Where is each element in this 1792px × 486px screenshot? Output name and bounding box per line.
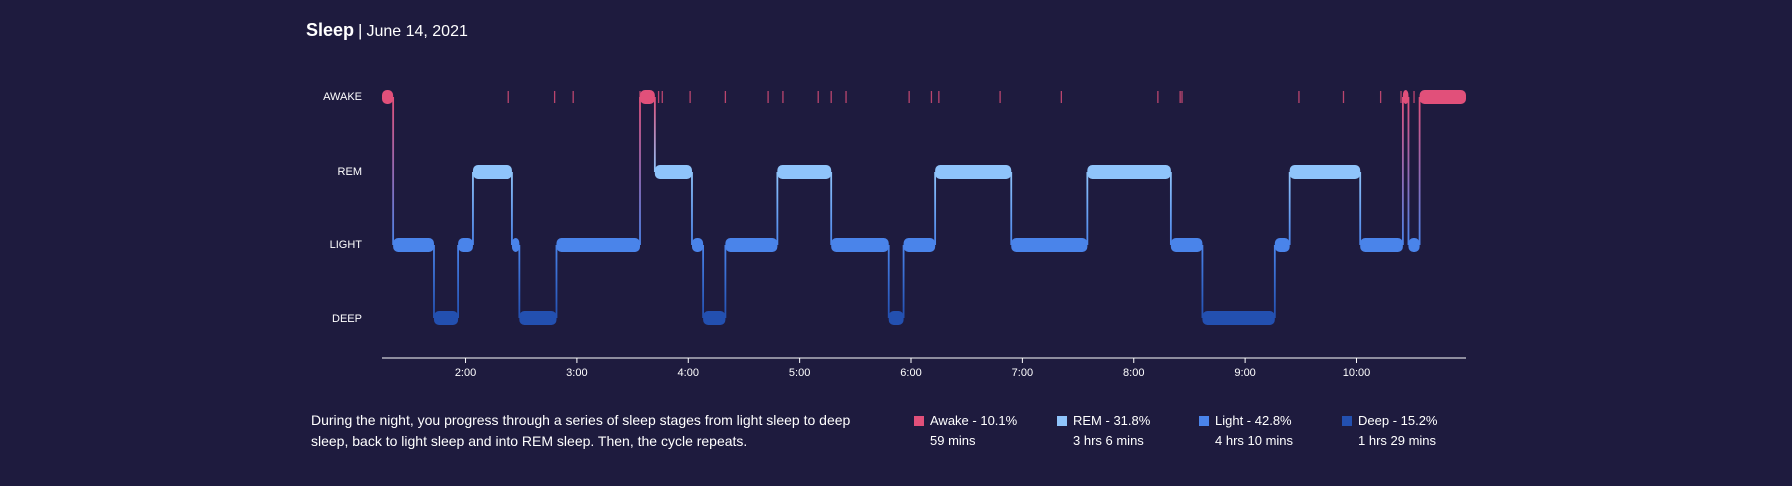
x-tick-label: 10:00 bbox=[1343, 367, 1371, 379]
chart-header: Sleep | June 14, 2021 bbox=[306, 19, 468, 43]
legend-label: Deep - 15.2% bbox=[1358, 413, 1438, 428]
stage-bar-light bbox=[831, 238, 889, 252]
brief-awakenings bbox=[507, 91, 1415, 103]
stage-transition bbox=[392, 97, 395, 245]
stage-transition bbox=[1169, 172, 1172, 245]
stage-bar-awake bbox=[1419, 90, 1466, 104]
stage-segments bbox=[382, 90, 1466, 325]
stage-bar-light bbox=[1408, 238, 1420, 252]
stage-bar-rem bbox=[472, 165, 512, 179]
stage-transition bbox=[433, 245, 435, 318]
stage-transition bbox=[724, 245, 727, 318]
stage-transition bbox=[1010, 172, 1013, 245]
sleep-date: June 14, 2021 bbox=[366, 23, 468, 40]
stage-bar-deep bbox=[433, 311, 459, 325]
legend-row: REM - 31.8% bbox=[1057, 411, 1207, 431]
stage-bar-light bbox=[691, 238, 704, 252]
stage-bar-light bbox=[393, 238, 434, 252]
legend-duration: 3 hrs 6 mins bbox=[1073, 433, 1144, 448]
stage-transition bbox=[457, 245, 460, 318]
legend-row: Deep - 15.2% bbox=[1342, 411, 1492, 431]
stage-transition bbox=[1288, 172, 1291, 245]
stage-transition bbox=[1086, 172, 1089, 245]
stage-label-awake: AWAKE bbox=[323, 91, 362, 103]
stage-transition bbox=[691, 172, 693, 245]
stage-transition bbox=[702, 245, 705, 318]
x-tick-label: 9:00 bbox=[1234, 367, 1255, 379]
stage-bar-light bbox=[458, 238, 473, 252]
legend-item: Deep - 15.2% 1 hrs 29 mins bbox=[1342, 411, 1492, 451]
stage-transition bbox=[511, 172, 513, 245]
stage-bar-rem bbox=[654, 165, 692, 179]
x-tick-label: 7:00 bbox=[1012, 367, 1033, 379]
stage-transition bbox=[1273, 245, 1276, 318]
stage-transition bbox=[555, 245, 558, 318]
legend-swatch bbox=[1199, 416, 1209, 426]
x-tick-label: 6:00 bbox=[900, 367, 921, 379]
stage-transition bbox=[472, 172, 474, 245]
stage-bar-light bbox=[1011, 238, 1088, 252]
stage-transition bbox=[1359, 172, 1362, 245]
stage-bar-deep bbox=[1202, 311, 1275, 325]
stage-bar-light bbox=[1360, 238, 1403, 252]
stage-bar-rem bbox=[1289, 165, 1361, 179]
legend-duration: 59 mins bbox=[930, 433, 976, 448]
title-separator: | bbox=[358, 21, 363, 40]
x-tick-label: 2:00 bbox=[455, 367, 476, 379]
stage-transition bbox=[902, 245, 905, 318]
stage-label-light: LIGHT bbox=[330, 239, 363, 251]
stage-bar-awake bbox=[640, 90, 655, 104]
stage-transition bbox=[934, 172, 937, 245]
legend-item: Light - 42.8% 4 hrs 10 mins bbox=[1199, 411, 1349, 451]
stage-transition bbox=[776, 172, 779, 245]
chart-description: During the night, you progress through a… bbox=[311, 412, 851, 449]
stage-transition bbox=[653, 97, 656, 172]
legend-row: Light - 42.8% bbox=[1199, 411, 1349, 431]
stage-transition bbox=[887, 245, 890, 318]
stage-axis: AWAKE REM LIGHT DEEP bbox=[323, 91, 362, 325]
stage-transition bbox=[1418, 97, 1421, 245]
legend-swatch bbox=[1342, 416, 1352, 426]
legend-duration: 1 hrs 29 mins bbox=[1358, 433, 1437, 448]
x-tick-label: 5:00 bbox=[789, 367, 810, 379]
stage-bar-rem bbox=[935, 165, 1012, 179]
stage-bar-light bbox=[556, 238, 641, 252]
stage-transition bbox=[1201, 245, 1204, 318]
x-axis-ticks: 2:00 3:00 4:00 5:00 6:00 7:00 8:00 9:00 10:00 bbox=[455, 358, 1370, 379]
stage-bar-rem bbox=[777, 165, 832, 179]
legend-label: Awake - 10.1% bbox=[930, 413, 1018, 428]
legend-duration: 4 hrs 10 mins bbox=[1215, 433, 1294, 448]
stage-bar-light bbox=[1274, 238, 1290, 252]
legend-label: Light - 42.8% bbox=[1215, 413, 1292, 428]
stage-transition bbox=[1407, 97, 1410, 245]
stage-transition bbox=[639, 97, 641, 245]
stage-transition bbox=[518, 245, 521, 318]
stage-bar-rem bbox=[1087, 165, 1171, 179]
stage-label-deep: DEEP bbox=[332, 313, 362, 325]
legend-swatch bbox=[914, 416, 924, 426]
stage-bar-light bbox=[1170, 238, 1203, 252]
legend-row: Awake - 10.1% bbox=[914, 411, 1064, 431]
stage-bar-deep bbox=[703, 311, 726, 325]
legend-swatch bbox=[1057, 416, 1067, 426]
stage-label-rem: REM bbox=[338, 166, 362, 178]
x-tick-label: 4:00 bbox=[678, 367, 699, 379]
stage-transition bbox=[1401, 97, 1404, 245]
stage-bar-awake bbox=[382, 90, 394, 104]
legend-item: Awake - 10.1% 59 mins bbox=[914, 411, 1064, 451]
stage-bar-deep bbox=[888, 311, 904, 325]
legend-item: REM - 31.8% 3 hrs 6 mins bbox=[1057, 411, 1207, 451]
stage-bar-light bbox=[511, 238, 520, 252]
x-tick-label: 3:00 bbox=[566, 367, 587, 379]
stage-bar-awake bbox=[1402, 90, 1409, 104]
stage-bar-deep bbox=[519, 311, 557, 325]
stage-transitions bbox=[392, 97, 1421, 318]
legend-label: REM - 31.8% bbox=[1073, 413, 1151, 428]
x-tick-label: 8:00 bbox=[1123, 367, 1144, 379]
stage-bar-light bbox=[725, 238, 778, 252]
stage-transition bbox=[830, 172, 833, 245]
page-title: Sleep bbox=[306, 20, 355, 40]
stage-bar-light bbox=[903, 238, 936, 252]
